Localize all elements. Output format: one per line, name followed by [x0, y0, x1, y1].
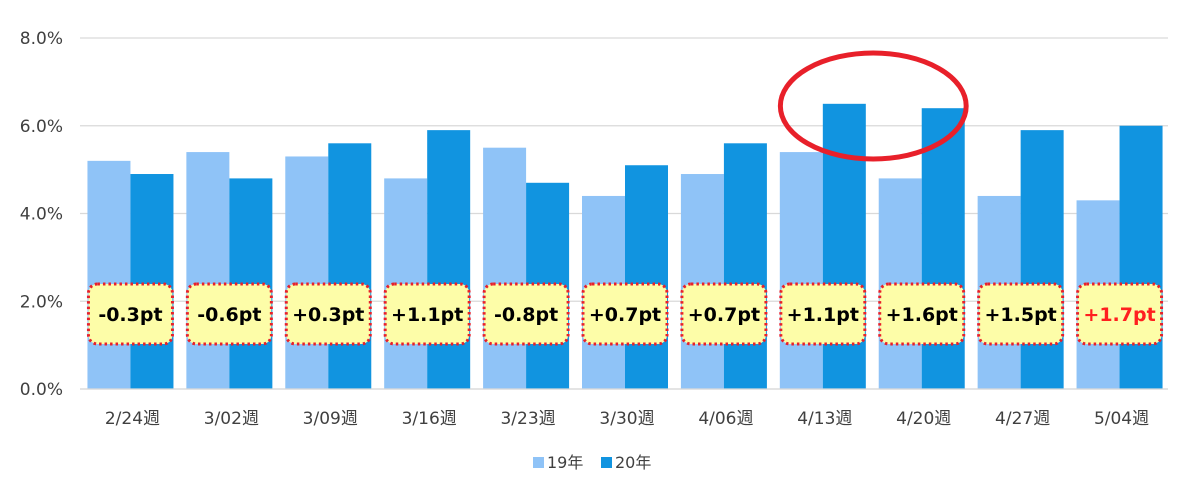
bar-series2: [1020, 130, 1064, 389]
bar-series1: [483, 147, 527, 389]
annotation-label: -0.6pt: [197, 304, 261, 326]
x-tick-label: 4/06週: [698, 409, 753, 429]
annotation-label: +1.6pt: [886, 304, 958, 326]
annotation-box: +0.3pt: [284, 282, 372, 346]
bar-series1: [285, 156, 329, 389]
x-tick-label: 4/13週: [797, 409, 852, 429]
annotation-box-bg: [185, 282, 273, 346]
highlight-circle: [777, 50, 969, 162]
bar-series2: [822, 103, 866, 389]
bars: [87, 103, 1163, 389]
legend: 19年 20年: [533, 453, 651, 472]
annotation-box: +0.7pt: [680, 282, 768, 346]
x-tick-label: 4/27週: [995, 409, 1050, 429]
annotation-box-bg: [581, 282, 669, 346]
annotation-box: +1.5pt: [977, 282, 1065, 346]
annotation-box-bg: [977, 282, 1065, 346]
bar-series2: [328, 143, 372, 389]
annotation-box-bg: [284, 282, 372, 346]
annotation-box-bg: [680, 282, 768, 346]
x-tick-label: 5/04週: [1094, 409, 1149, 429]
annotation-box: +1.7pt: [1076, 282, 1164, 346]
x-tick-label: 2/24週: [105, 409, 160, 429]
annotation-label: +1.7pt: [1083, 304, 1155, 326]
x-tick-label: 3/02週: [204, 409, 259, 429]
annotation-box: -0.3pt: [86, 282, 174, 346]
bar-series1: [87, 160, 131, 389]
legend-swatch: [533, 457, 544, 468]
annotation-box-bg: [383, 282, 471, 346]
annotation-label: -0.3pt: [98, 304, 162, 326]
bar-series1: [186, 152, 230, 389]
y-tick-label: 4.0%: [20, 205, 63, 225]
annotation-label: +1.1pt: [391, 304, 463, 326]
bar-series2: [427, 130, 471, 389]
bar-series2: [1119, 125, 1163, 389]
annotation-box: +0.7pt: [581, 282, 669, 346]
y-tick-label: 6.0%: [20, 117, 63, 137]
annotation-label: +0.3pt: [292, 304, 364, 326]
annotation-box-bg: [482, 282, 570, 346]
annotation-box: +1.1pt: [383, 282, 471, 346]
annotation-label: -0.8pt: [494, 304, 558, 326]
y-tick-label: 8.0%: [20, 29, 63, 49]
bar-series2: [723, 143, 767, 389]
legend-label: 20年: [615, 453, 651, 472]
x-tick-label: 4/20週: [896, 409, 951, 429]
annotation-label: +0.7pt: [688, 304, 760, 326]
x-tick-label: 3/30週: [599, 409, 654, 429]
legend-swatch: [601, 457, 612, 468]
annotation-box-bg: [878, 282, 966, 346]
x-tick-label: 3/16週: [402, 409, 457, 429]
x-tick-label: 3/23週: [500, 409, 555, 429]
bar-series1: [779, 152, 823, 389]
annotation-box-bg: [1076, 282, 1164, 346]
annotation-label: +0.7pt: [589, 304, 661, 326]
y-tick-label: 0.0%: [20, 380, 63, 400]
annotation-box-bg: [86, 282, 174, 346]
annotation-box: +1.1pt: [779, 282, 867, 346]
annotation-label: +1.5pt: [985, 304, 1057, 326]
bar-series1: [680, 174, 724, 389]
annotation-label: +1.1pt: [787, 304, 859, 326]
annotation-box-bg: [779, 282, 867, 346]
annotation-box: -0.8pt: [482, 282, 570, 346]
x-tick-label: 3/09週: [303, 409, 358, 429]
annotation-box: -0.6pt: [185, 282, 273, 346]
bar-series2: [130, 174, 174, 389]
y-tick-label: 2.0%: [20, 292, 63, 312]
legend-label: 19年: [547, 453, 583, 472]
annotation-box: +1.6pt: [878, 282, 966, 346]
bar-series2: [625, 165, 668, 389]
